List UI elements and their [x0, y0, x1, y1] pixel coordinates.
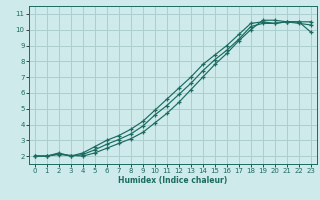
X-axis label: Humidex (Indice chaleur): Humidex (Indice chaleur)	[118, 176, 228, 185]
